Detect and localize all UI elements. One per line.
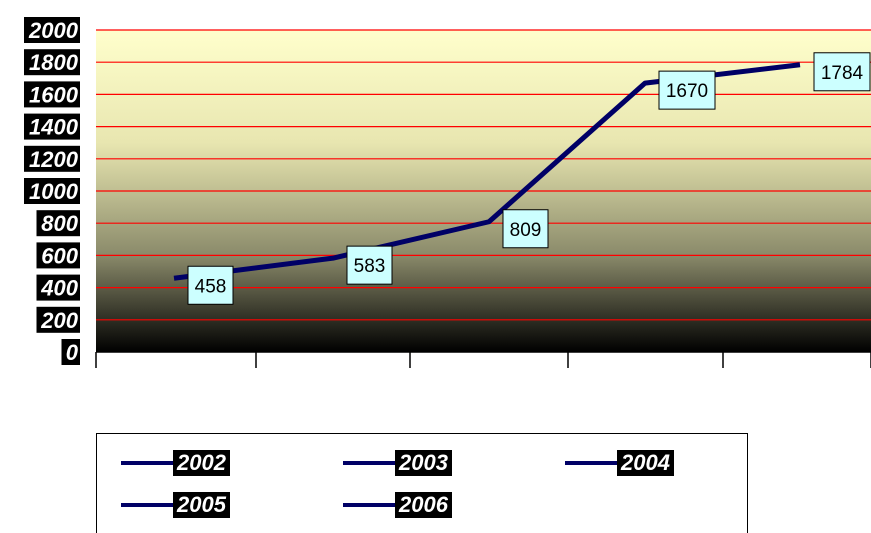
y-tick-label-bg	[36, 274, 80, 301]
y-tick-label-bg	[36, 242, 80, 269]
y-tick-label: 400	[40, 276, 78, 301]
y-tick-label-bg	[24, 145, 80, 172]
legend-line-swatch	[565, 461, 617, 465]
y-tick-label: 1200	[29, 147, 79, 172]
y-tick-label-bg	[24, 49, 80, 76]
data-label-box	[187, 265, 234, 305]
data-label-box	[658, 70, 716, 110]
legend: 2002 2003 2004 2005 2006	[96, 433, 748, 533]
x-axis	[95, 351, 871, 368]
y-tick-label: 2000	[28, 18, 79, 43]
legend-line-swatch	[343, 461, 395, 465]
y-tick-label-bg	[24, 17, 80, 43]
y-tick-label: 200	[40, 308, 78, 333]
data-label-box	[813, 52, 871, 92]
y-tick-label: 1800	[29, 50, 79, 75]
legend-line-swatch	[121, 503, 173, 507]
y-tick-label: 800	[41, 211, 78, 236]
legend-label: 2006	[395, 492, 452, 518]
y-tick-label-bg	[61, 339, 80, 365]
legend-line-swatch	[121, 461, 173, 465]
gridlines	[96, 29, 871, 321]
legend-item-2003: 2003	[343, 448, 452, 478]
legend-label: 2005	[173, 492, 230, 518]
legend-item-2004: 2004	[565, 448, 674, 478]
y-tick-label: 0	[66, 340, 79, 365]
y-tick-label: 1400	[29, 115, 79, 140]
data-label: 809	[510, 220, 542, 241]
legend-label: 2002	[173, 450, 230, 476]
legend-item-2005: 2005	[121, 490, 230, 520]
y-tick-label-bg	[24, 81, 80, 108]
data-label: 458	[195, 276, 227, 297]
data-label: 1670	[666, 81, 708, 102]
legend-item-2006: 2006	[343, 490, 452, 520]
legend-item-2002: 2002	[121, 448, 230, 478]
legend-label: 2003	[395, 450, 452, 476]
data-labels: 458 583 809 1670 1784	[187, 52, 871, 305]
legend-line-swatch	[343, 503, 395, 507]
data-label-box	[502, 209, 549, 249]
y-axis: 0 200 400 600 800 1000 1200 1400 1600 1800 2000	[24, 17, 80, 365]
y-tick-label-bg	[36, 306, 80, 333]
y-tick-label-bg	[24, 178, 80, 204]
legend-label: 2004	[617, 450, 674, 476]
y-tick-label-bg	[24, 113, 80, 140]
y-tick-label: 600	[41, 243, 78, 268]
y-tick-label: 1000	[29, 179, 79, 204]
data-label-box	[346, 245, 393, 285]
data-label: 583	[354, 256, 386, 277]
data-label: 1784	[821, 63, 864, 84]
y-tick-label: 1600	[29, 82, 79, 107]
y-tick-label-bg	[36, 210, 80, 237]
